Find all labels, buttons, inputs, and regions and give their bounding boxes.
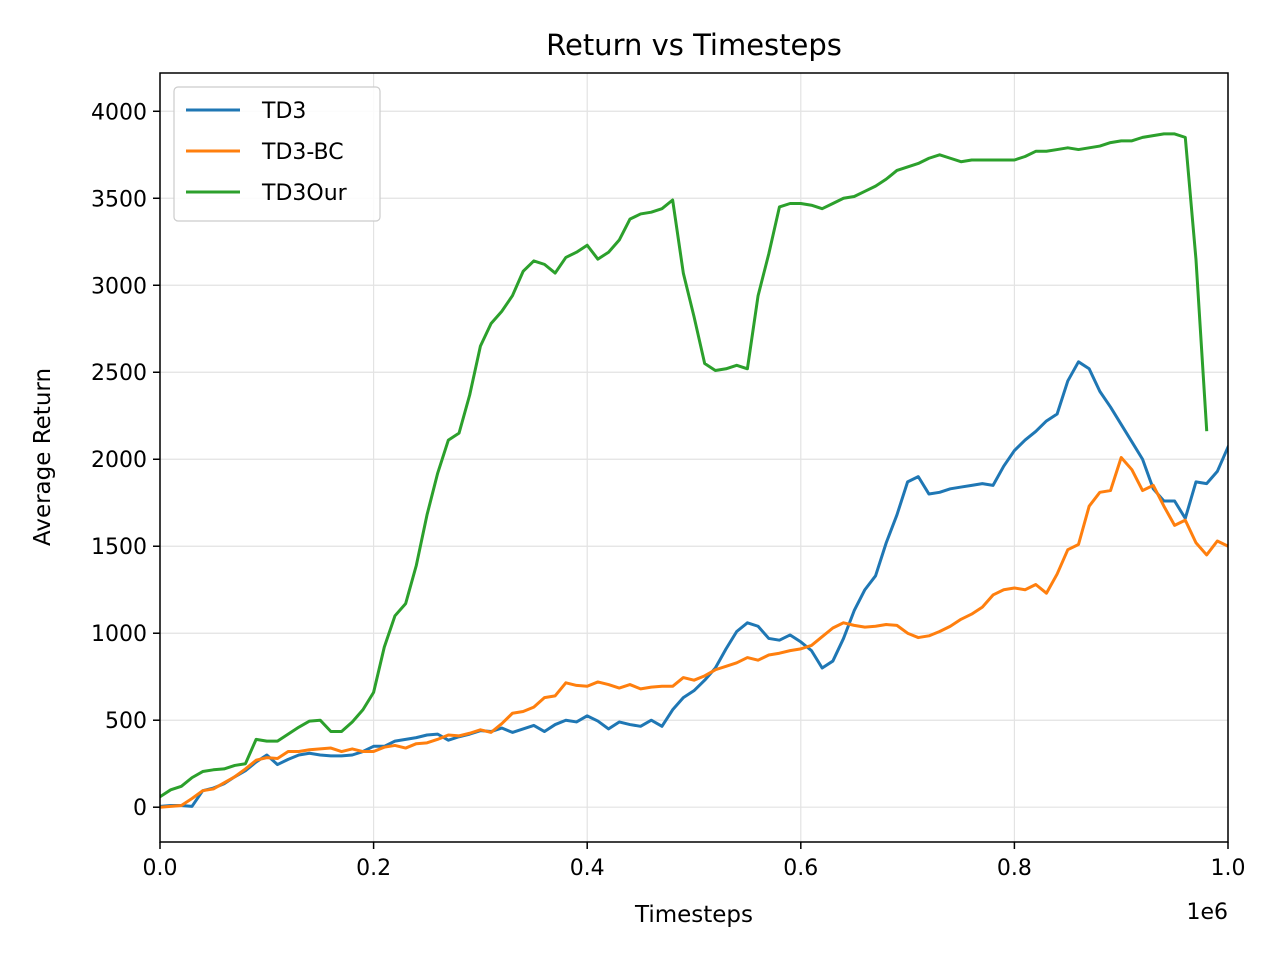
y-tick-label: 3000 [91,274,147,299]
x-tick-label: 0.2 [356,856,391,881]
x-tick-label: 1.0 [1211,856,1246,881]
legend-frame [173,86,381,222]
legend-label: TD3 [261,99,306,124]
series-lines [160,132,1228,809]
legend-label: TD3Our [261,181,348,206]
y-tick-label: 2000 [91,448,147,473]
x-axis-offset-label: 1e6 [1186,900,1228,925]
y-tick-label: 2500 [91,361,147,386]
series-line-td3 [160,360,1228,808]
y-tick-label: 1500 [91,535,147,560]
legend-label: TD3-BC [261,140,344,165]
y-axis-ticks: 0 500 1000 1500 2000 2500 3000 3500 4000 [91,100,160,821]
x-axis-label: Timesteps [634,902,753,928]
y-tick-label: 500 [105,709,147,734]
y-tick-label: 4000 [91,100,147,125]
legend: TD3 TD3-BC TD3Our [173,86,381,222]
y-tick-label: 1000 [91,622,147,647]
series-line-td3-bc [160,456,1228,809]
x-tick-label: 0.0 [143,856,178,881]
y-tick-label: 0 [133,796,147,821]
y-axis-label: Average Return [30,368,56,546]
x-tick-label: 0.6 [783,856,818,881]
x-axis-ticks: 0.0 0.2 0.4 0.6 0.8 1.0 [143,842,1246,881]
y-tick-label: 3500 [91,187,147,212]
chart-title: Return vs Timesteps [546,28,842,62]
plot-frame [159,72,1229,843]
x-tick-label: 0.8 [997,856,1032,881]
series-line-td3our [160,132,1209,799]
x-tick-label: 0.4 [570,856,605,881]
